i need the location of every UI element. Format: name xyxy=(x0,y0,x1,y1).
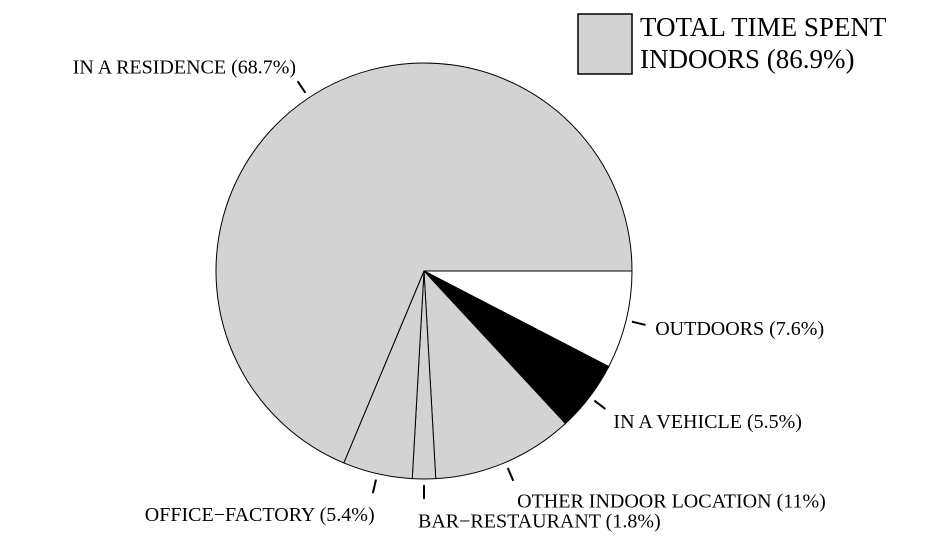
slice-label: OFFICE−FACTORY (5.4%) xyxy=(145,504,375,526)
pie-slice xyxy=(423,270,633,368)
leader-line xyxy=(593,399,607,410)
legend-label: INDOORS (86.9%) xyxy=(640,44,854,74)
legend-label: TOTAL TIME SPENT xyxy=(640,12,887,42)
pie-slice xyxy=(215,62,633,464)
leader-line xyxy=(371,479,377,494)
slice-label: IN A VEHICLE (5.5%) xyxy=(613,411,802,433)
slice-label: IN A RESIDENCE (68.7%) xyxy=(73,56,296,78)
slice-label: OUTDOORS (7.6%) xyxy=(655,318,824,340)
leader-line xyxy=(296,80,307,94)
slice-label: BAR−RESTAURANT (1.8%) xyxy=(418,511,661,533)
pie-slice xyxy=(423,269,567,480)
leader-line xyxy=(631,320,646,326)
slice-label: OTHER INDOOR LOCATION (11%) xyxy=(517,490,826,512)
leader-line xyxy=(506,467,515,482)
legend-swatch xyxy=(577,13,633,75)
